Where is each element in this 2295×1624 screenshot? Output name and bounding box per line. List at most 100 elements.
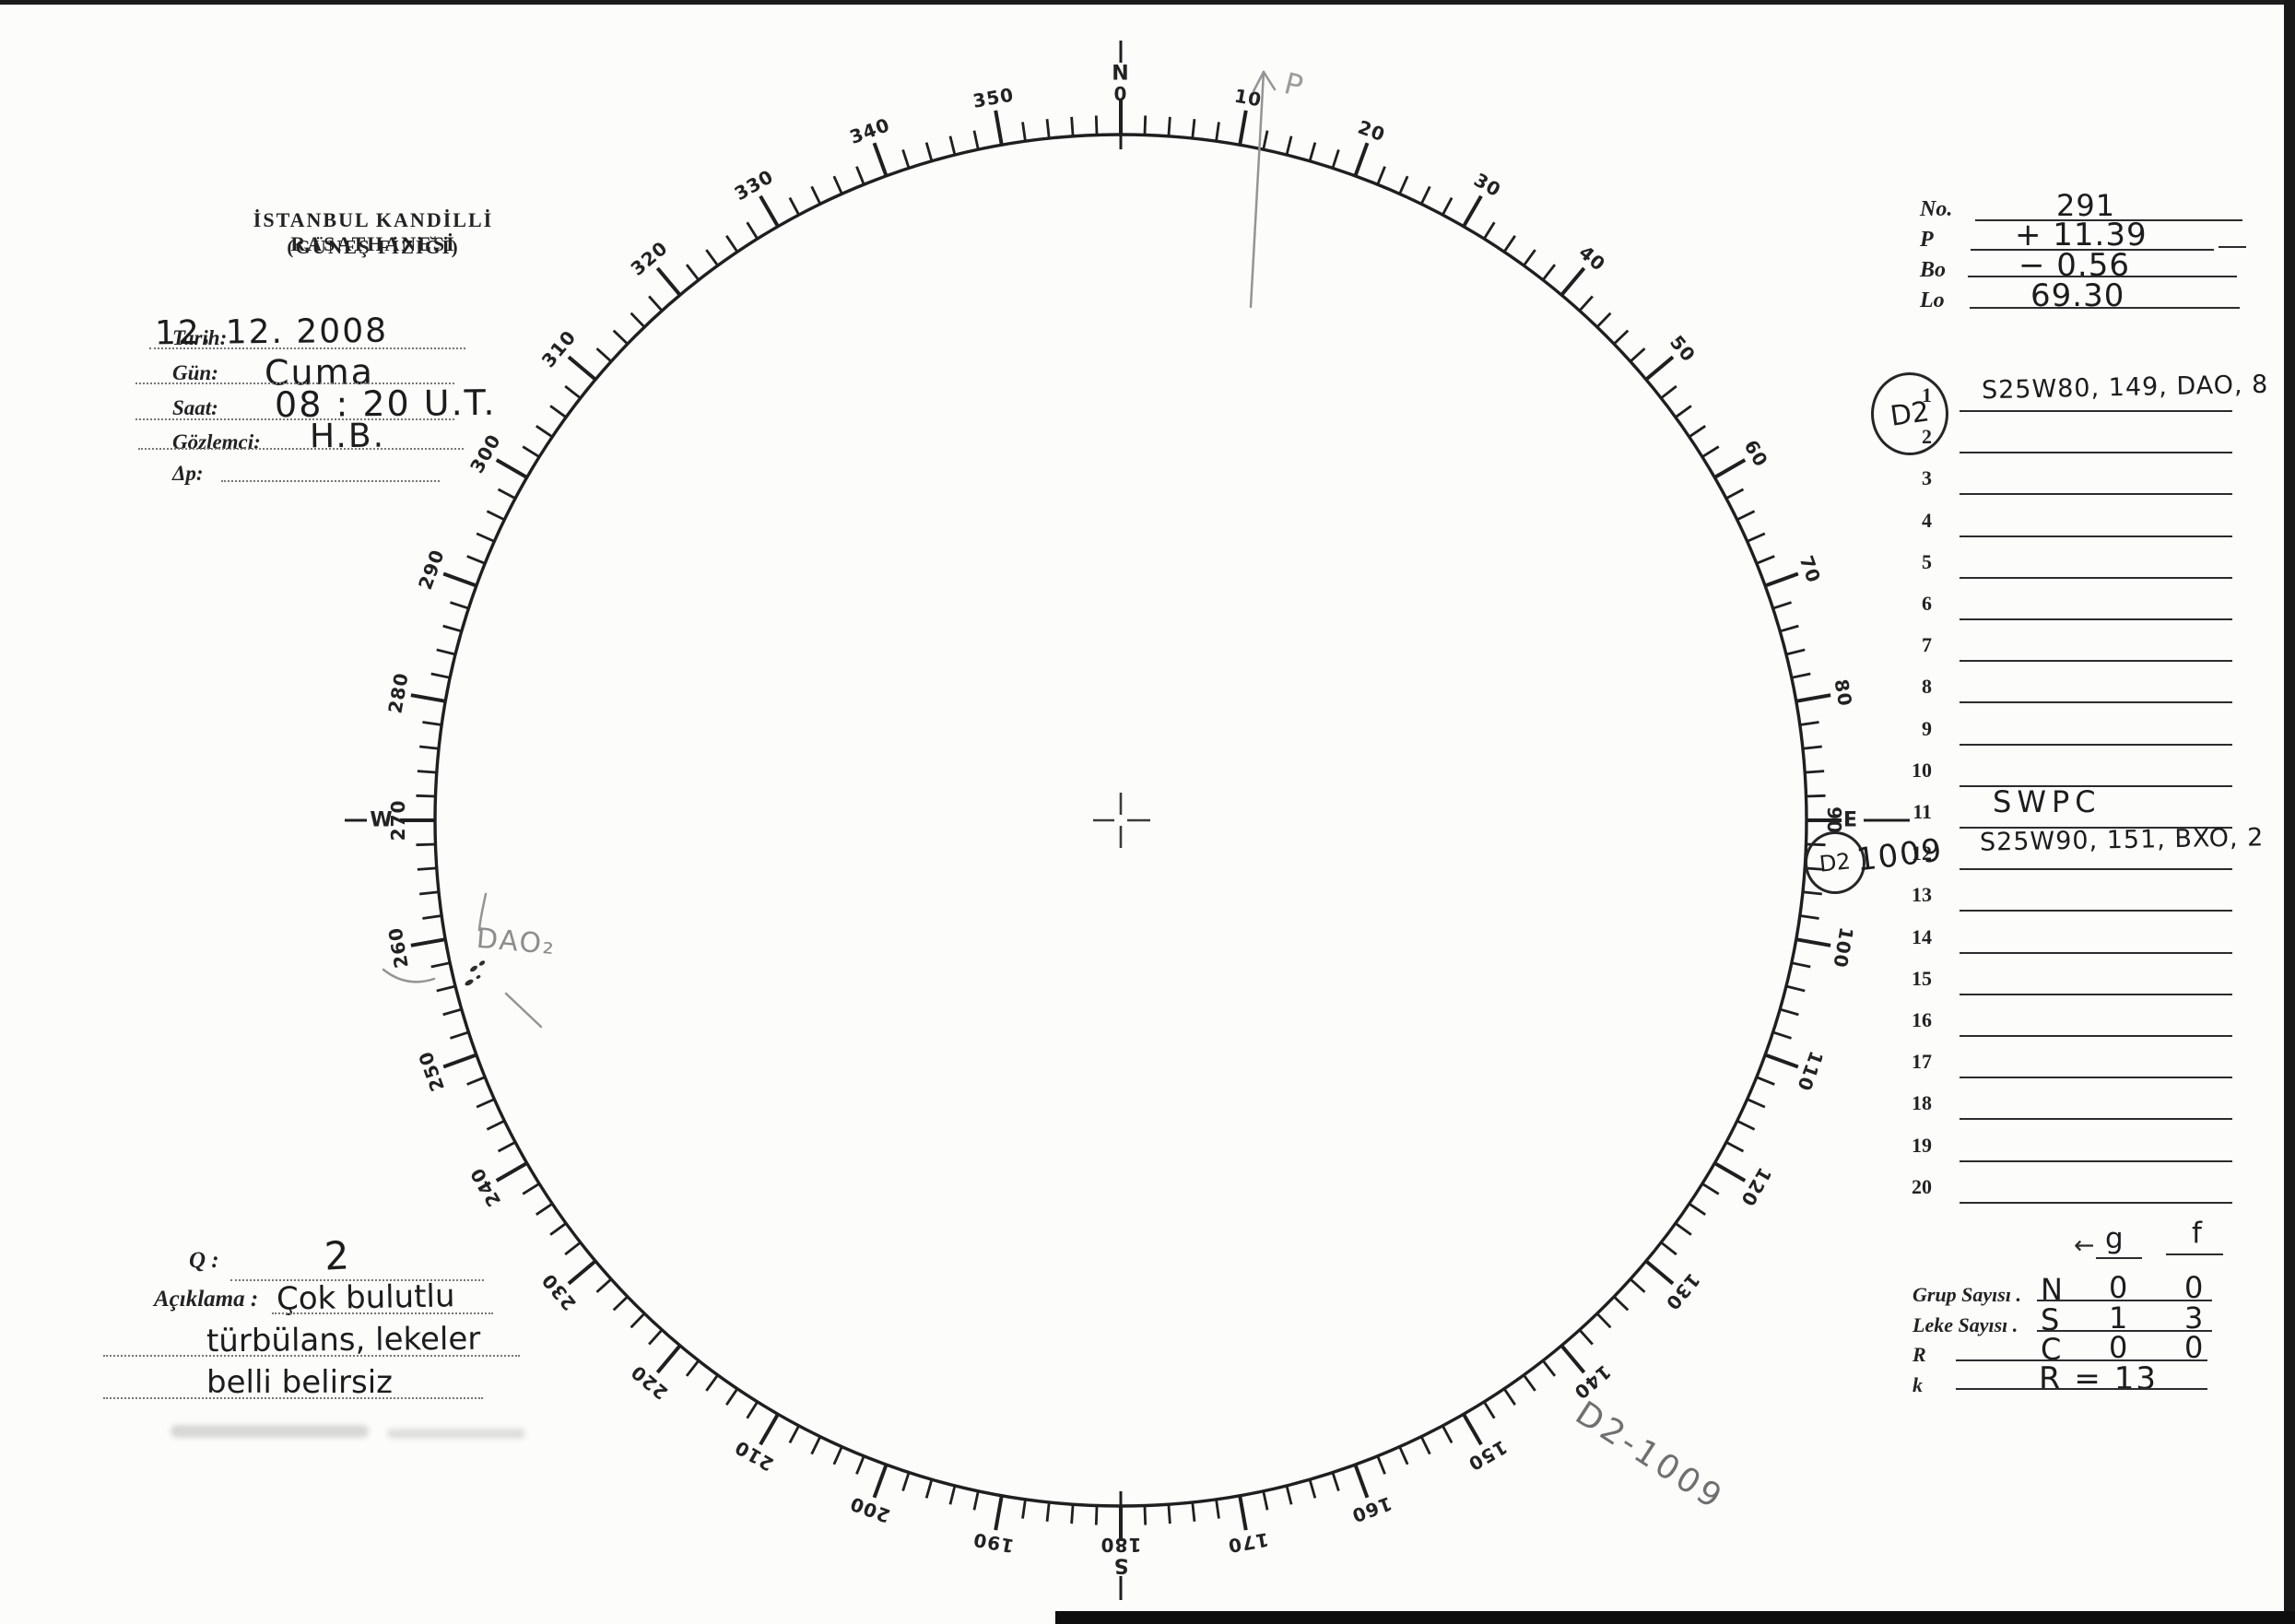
degree-label: 20	[1355, 116, 1388, 147]
svg-text:S: S	[1113, 1554, 1129, 1577]
degree-label: 260	[383, 925, 412, 970]
degree-label: 310	[537, 325, 581, 371]
field-guide-line	[138, 448, 464, 450]
summary-row-label: Leke Sayısı .	[1912, 1313, 2018, 1336]
row-entry: SWPC	[1993, 784, 2101, 819]
summary-col-f: f	[2192, 1217, 2202, 1250]
summary-row-line	[1956, 1388, 2207, 1390]
row-line	[1960, 618, 2232, 620]
field-guide-line	[135, 418, 454, 420]
cardinal-east-letter: E	[1843, 809, 1857, 832]
summary-g-value: 0	[2109, 1270, 2128, 1305]
field-label: Gün:	[172, 361, 218, 384]
ephemeris-value: + 11.39	[2015, 217, 2148, 253]
remarks-guide-2	[103, 1355, 520, 1357]
degree-ticks	[400, 100, 1842, 1541]
field-value: 12. 12. 2008	[154, 312, 389, 353]
degree-label: 250	[414, 1048, 449, 1094]
remarks-line-2: türbülans, lekeler	[206, 1320, 481, 1360]
row-number: 12	[1912, 841, 1932, 865]
degree-label: 340	[847, 113, 893, 148]
pencil-stroke	[477, 892, 488, 932]
row-number: 14	[1912, 924, 1932, 948]
scan-edge-top	[0, 0, 2295, 5]
row-line	[1960, 951, 2232, 954]
field-value: H.B.	[309, 417, 386, 456]
arrow-annotation-label: P	[1281, 65, 1308, 104]
row-line	[1960, 1077, 2232, 1079]
summary-row-line	[2037, 1330, 2212, 1332]
summary-row-line	[2037, 1300, 2212, 1301]
degree-label: 10	[1232, 85, 1264, 112]
position-angle-arrow-icon	[1249, 70, 1277, 309]
row-line	[1960, 576, 2232, 579]
row-line	[1960, 868, 2232, 871]
svg-text:90: 90	[1823, 806, 1845, 834]
cardinal-west-letter: W	[370, 809, 393, 832]
summary-row-code: N	[2041, 1272, 2063, 1307]
summary-f-underline	[2166, 1253, 2223, 1255]
summary-note: R = 13	[2039, 1360, 2158, 1397]
degree-label: 280	[383, 671, 412, 715]
summary-f-value: 0	[2184, 1270, 2204, 1305]
row-line	[1960, 410, 2232, 412]
degree-label: 70	[1795, 553, 1826, 586]
degree-label: 150	[1465, 1436, 1512, 1476]
cardinal-north: 0N	[1112, 41, 1129, 149]
degree-label: 220	[626, 1360, 672, 1404]
svg-text:W: W	[370, 809, 393, 832]
remarks-guide-1	[272, 1312, 493, 1314]
sunspot-group	[465, 960, 486, 986]
row-line	[1960, 784, 2232, 787]
row-number: 3	[1922, 466, 1932, 490]
degree-label: 230	[537, 1269, 581, 1315]
summary-row-code: S	[2041, 1302, 2060, 1337]
ephemeris-underline	[1970, 307, 2240, 309]
summary-row-line	[1956, 1359, 2207, 1361]
degree-label: 290	[414, 547, 449, 593]
degree-label: 30	[1470, 169, 1505, 202]
sunspot-mark	[470, 965, 477, 972]
row-line	[1960, 1035, 2232, 1037]
row-line	[1960, 743, 2232, 746]
cardinal-west: 270	[387, 800, 409, 841]
ephemeris-value: − 0.56	[2018, 247, 2130, 284]
solar-disk-circle	[433, 133, 1808, 1508]
row-number: 5	[1922, 549, 1932, 573]
group-badge-circle: D2	[1805, 831, 1865, 894]
summary-g-underline	[2096, 1257, 2142, 1259]
quality-label: Q :	[189, 1248, 219, 1273]
svg-text:270: 270	[387, 800, 409, 841]
row-number: 2	[1922, 425, 1932, 449]
degree-label: 330	[731, 165, 778, 205]
row-line	[1960, 493, 2232, 496]
row-number: 17	[1912, 1050, 1932, 1074]
row-number: 18	[1912, 1091, 1932, 1115]
observatory-subtitle: (GÜNEŞ FİZİĞİ)	[287, 236, 460, 258]
summary-row-label: R	[1912, 1343, 1926, 1366]
scan-edge-right	[2284, 0, 2295, 1624]
ephemeris-value: 69.30	[2030, 277, 2125, 314]
row-number: 11	[1912, 800, 1932, 823]
row-number: 13	[1912, 883, 1932, 907]
ephemeris-value: 291	[2056, 188, 2116, 223]
row-number: 19	[1912, 1133, 1932, 1157]
svg-text:0: 0	[1114, 83, 1128, 105]
row-line	[1960, 452, 2232, 454]
field-label: Δp:	[172, 462, 204, 485]
summary-row-code: C	[2041, 1332, 2062, 1367]
row-number: 16	[1912, 1008, 1932, 1031]
ephemeris-label: No.	[1920, 197, 1953, 221]
row-entry: S25W80, 149, DAO, 8	[1981, 370, 2269, 406]
row-line	[1960, 660, 2232, 663]
group-badge-circle: D2	[1871, 372, 1948, 455]
degree-label: 300	[465, 430, 505, 477]
scan-edge-bottom	[1055, 1611, 2295, 1624]
remarks-label: Açıklama :	[154, 1287, 259, 1312]
field-label: Saat:	[172, 396, 218, 419]
remarks-guide-3	[103, 1397, 483, 1399]
quality-value: 2	[323, 1232, 350, 1279]
summary-f-value: 0	[2184, 1330, 2204, 1365]
degree-label: 200	[847, 1492, 893, 1527]
row-line	[1960, 993, 2232, 995]
